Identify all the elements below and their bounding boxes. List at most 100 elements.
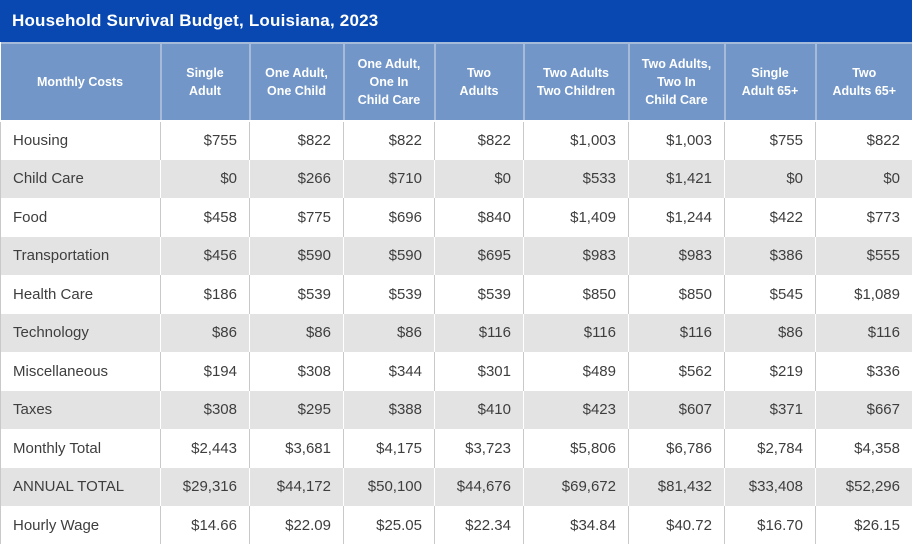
- cell-value: $81,432: [628, 467, 725, 506]
- column-header: Two Adults 65+: [814, 42, 912, 122]
- table-row: Hourly Wage $14.66 $22.09 $25.05 $22.34 $34.8…: [0, 506, 912, 544]
- cell-value: $533: [523, 159, 629, 198]
- cell-value: $116: [523, 313, 629, 352]
- cell-value: $545: [724, 275, 816, 314]
- cell-value: $458: [160, 198, 250, 237]
- cell-value: $0: [815, 159, 912, 198]
- cell-value: $86: [724, 313, 816, 352]
- cell-value: $344: [343, 352, 435, 391]
- column-header: Single Adult 65+: [723, 42, 816, 122]
- column-header-monthly-costs: Monthly Costs: [0, 42, 161, 122]
- cell-value: $29,316: [160, 467, 250, 506]
- cell-value: $755: [160, 121, 250, 160]
- cell-value: $539: [343, 275, 435, 314]
- cell-value: $308: [160, 390, 250, 429]
- cell-value: $86: [249, 313, 344, 352]
- header-row: Monthly Costs Single Adult One Adult, One …: [0, 42, 912, 122]
- cell-value: $116: [434, 313, 524, 352]
- column-header: Two Adults, Two In Child Care: [627, 42, 725, 122]
- column-header: Two Adults Two Children: [522, 42, 629, 122]
- column-header: Two Adults: [433, 42, 524, 122]
- cell-value: $840: [434, 198, 524, 237]
- cell-value: $555: [815, 236, 912, 275]
- cell-value: $1,421: [628, 159, 725, 198]
- cell-value: $775: [249, 198, 344, 237]
- cell-value: $5,806: [523, 429, 629, 468]
- cell-value: $52,296: [815, 467, 912, 506]
- cell-value: $489: [523, 352, 629, 391]
- cell-value: $116: [628, 313, 725, 352]
- budget-table-body: Housing $755 $822 $822 $822 $1,003 $1,003 $755 $…: [0, 121, 912, 544]
- table-row: Food $458 $775 $696 $840 $1,409 $1,244 $422 $773: [0, 198, 912, 237]
- cell-value: $0: [724, 159, 816, 198]
- cell-value: $607: [628, 390, 725, 429]
- cell-value: $33,408: [724, 467, 816, 506]
- cell-value: $25.05: [343, 506, 435, 544]
- cell-value: $983: [523, 236, 629, 275]
- cell-value: $22.09: [249, 506, 344, 544]
- table-row: Miscellaneous $194 $308 $344 $301 $489 $562 $21…: [0, 352, 912, 391]
- cell-value: $822: [434, 121, 524, 160]
- cell-value: $773: [815, 198, 912, 237]
- cell-value: $850: [523, 275, 629, 314]
- table-row: ANNUAL TOTAL $29,316 $44,172 $50,100 $44,676…: [0, 467, 912, 506]
- table-row: Monthly Total $2,443 $3,681 $4,175 $3,723 $5,…: [0, 429, 912, 468]
- cell-value: $822: [343, 121, 435, 160]
- table-row: Health Care $186 $539 $539 $539 $850 $850 $545 $…: [0, 275, 912, 314]
- cell-value: $34.84: [523, 506, 629, 544]
- cell-value: $186: [160, 275, 250, 314]
- cell-value: $301: [434, 352, 524, 391]
- table-row: Child Care $0 $266 $710 $0 $533 $1,421 $0 $0: [0, 159, 912, 198]
- cell-value: $44,172: [249, 467, 344, 506]
- row-label: Child Care: [0, 159, 161, 198]
- row-label: Technology: [0, 313, 161, 352]
- cell-value: $850: [628, 275, 725, 314]
- column-header: Single Adult: [159, 42, 250, 122]
- cell-value: $822: [815, 121, 912, 160]
- row-label: ANNUAL TOTAL: [0, 467, 161, 506]
- cell-value: $295: [249, 390, 344, 429]
- row-label: Hourly Wage: [0, 506, 161, 544]
- cell-value: $86: [343, 313, 435, 352]
- cell-value: $386: [724, 236, 816, 275]
- row-label: Housing: [0, 121, 161, 160]
- cell-value: $590: [249, 236, 344, 275]
- row-label: Transportation: [0, 236, 161, 275]
- row-label: Food: [0, 198, 161, 237]
- cell-value: $40.72: [628, 506, 725, 544]
- row-label: Miscellaneous: [0, 352, 161, 391]
- cell-value: $456: [160, 236, 250, 275]
- cell-value: $983: [628, 236, 725, 275]
- budget-table: Monthly Costs Single Adult One Adult, One …: [0, 42, 912, 544]
- cell-value: $3,723: [434, 429, 524, 468]
- cell-value: $50,100: [343, 467, 435, 506]
- cell-value: $69,672: [523, 467, 629, 506]
- table-row: Transportation $456 $590 $590 $695 $983 $983 $3…: [0, 236, 912, 275]
- cell-value: $388: [343, 390, 435, 429]
- table-row: Housing $755 $822 $822 $822 $1,003 $1,003 $755 $…: [0, 121, 912, 160]
- cell-value: $710: [343, 159, 435, 198]
- cell-value: $423: [523, 390, 629, 429]
- cell-value: $410: [434, 390, 524, 429]
- cell-value: $116: [815, 313, 912, 352]
- cell-value: $22.34: [434, 506, 524, 544]
- cell-value: $590: [343, 236, 435, 275]
- column-header: One Adult, One In Child Care: [342, 42, 435, 122]
- cell-value: $422: [724, 198, 816, 237]
- cell-value: $26.15: [815, 506, 912, 544]
- cell-value: $1,003: [628, 121, 725, 160]
- row-label: Health Care: [0, 275, 161, 314]
- cell-value: $2,784: [724, 429, 816, 468]
- cell-value: $1,409: [523, 198, 629, 237]
- cell-value: $755: [724, 121, 816, 160]
- cell-value: $3,681: [249, 429, 344, 468]
- table-row: Technology $86 $86 $86 $116 $116 $116 $86 $116: [0, 313, 912, 352]
- cell-value: $371: [724, 390, 816, 429]
- cell-value: $4,358: [815, 429, 912, 468]
- column-header: One Adult, One Child: [248, 42, 344, 122]
- row-label: Monthly Total: [0, 429, 161, 468]
- cell-value: $44,676: [434, 467, 524, 506]
- table-row: Taxes $308 $295 $388 $410 $423 $607 $371 $667: [0, 390, 912, 429]
- cell-value: $14.66: [160, 506, 250, 544]
